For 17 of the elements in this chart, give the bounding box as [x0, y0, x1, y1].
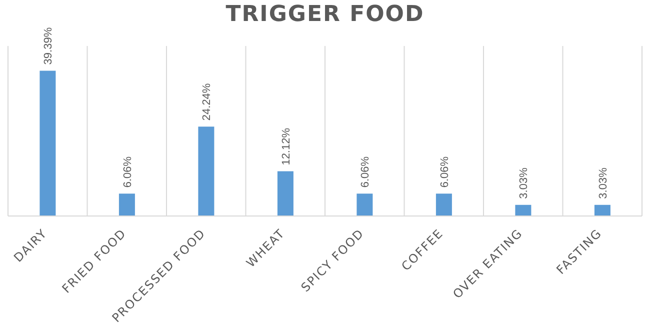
- bar: [356, 194, 373, 216]
- bar: [198, 126, 214, 216]
- data-label: 12.12%: [280, 128, 292, 166]
- data-label: 6.06%: [122, 156, 134, 188]
- chart-title: TRIGGER FOOD: [224, 2, 426, 27]
- data-label: 6.06%: [360, 156, 372, 188]
- bar: [594, 204, 610, 216]
- data-label: 3.03%: [597, 167, 610, 199]
- data-label: 3.03%: [518, 167, 530, 199]
- data-label: 24.24%: [201, 83, 214, 121]
- data-label: 39.39%: [42, 27, 55, 65]
- bar: [515, 204, 532, 216]
- bar: [436, 194, 452, 216]
- data-label: 6.06%: [438, 156, 451, 188]
- bar: [40, 70, 56, 216]
- bar: [118, 194, 135, 216]
- bar: [277, 171, 294, 216]
